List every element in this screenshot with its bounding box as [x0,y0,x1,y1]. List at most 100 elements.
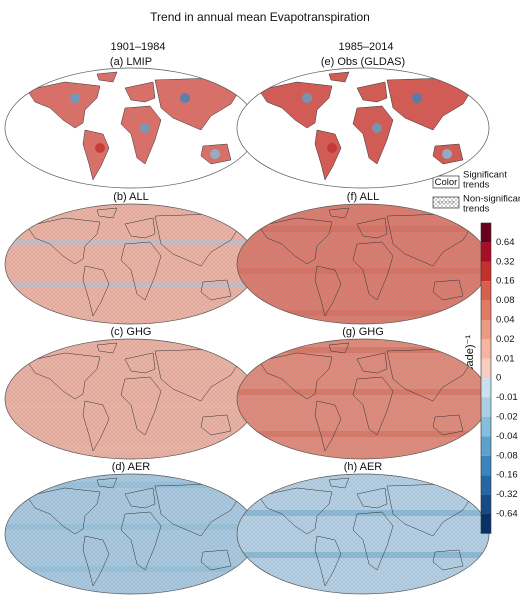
map [4,473,258,595]
trend-patch [442,149,452,159]
map [236,203,490,325]
continent [356,81,388,103]
continent [352,105,394,165]
continent [124,81,156,103]
colorbar-bin [481,358,491,379]
hatching [237,474,489,594]
hatching [237,339,489,459]
legend-color-text: Color [435,177,458,188]
continent [26,352,101,400]
colorbar-tick-label: -0.64 [496,509,518,520]
colorbar-tick-label: -0.08 [496,450,518,461]
continent [120,511,162,571]
map [236,338,490,460]
colorbar-tick-label: 0.02 [496,334,515,345]
trend-patch [140,123,150,133]
colorbar-tick-label: 0.01 [496,353,515,364]
colorbar-tick-label: -0.32 [496,489,518,500]
colorbar-bin [481,378,491,398]
trend-patch [327,143,337,153]
continent [120,241,162,301]
continent [352,241,394,301]
colorbar-bin [481,281,491,301]
legend-significant: trends [463,180,490,191]
continent [314,265,342,317]
map [4,338,258,460]
colorbar-tick-label: 0.08 [496,295,515,306]
colorbar-bin [481,261,491,282]
continent [96,342,118,354]
continent [328,477,350,489]
hatching [5,474,257,594]
continent [258,81,333,129]
continent [82,535,110,587]
colorbar-tick-label: 0.32 [496,256,515,267]
continent [258,487,333,535]
map-border [236,67,490,189]
continent [120,105,162,165]
colorbar-bin [481,514,491,534]
colorbar-bin [481,300,491,320]
continent [328,207,350,219]
colorbar-bin [481,397,491,417]
continent [26,217,101,265]
map [4,203,258,325]
map-content [258,71,474,181]
continent [96,207,118,219]
hatching [5,204,257,324]
map [236,473,490,595]
colorbar-tick-label: 0.64 [496,237,515,248]
continent [432,279,464,301]
legend-color-box [432,175,460,189]
continent [258,352,333,400]
colorbar-tick-label: 0 [496,373,501,384]
trend-patch [95,143,105,153]
panel-label: (h) AER [344,461,383,473]
trend-patch [372,123,382,133]
legend-nonsignificant: Non-significant [463,194,520,205]
continent [124,487,156,509]
colorbar-bin [481,455,491,476]
continent [96,477,118,489]
continent [82,129,110,181]
continent [356,487,388,509]
panel-label: (a) LMIP [110,56,152,68]
panel-label: (e) Obs (GLDAS) [321,56,405,68]
map [236,67,490,189]
continent [200,549,232,571]
continent [124,352,156,374]
map-content [5,204,257,324]
column-header: 1985–2014 [338,41,393,53]
trend-patch [210,149,220,159]
continent [328,71,350,83]
map-border [236,473,490,595]
map-content [5,474,257,594]
colorbar-bin [481,494,491,514]
legend-nonsignificant: trends [463,204,490,215]
continent [82,400,110,452]
continent [352,376,394,436]
colorbar-bin [481,436,491,456]
panel-label: (g) GHG [342,326,384,338]
hatching [237,204,489,324]
map [4,67,258,189]
colorbar-bin [481,242,491,262]
continent [352,511,394,571]
continent [258,217,333,265]
continent [432,414,464,436]
colorbar-tick-label: 0.16 [496,276,515,287]
map-content [237,339,489,459]
colorbar-tick-label: -0.01 [496,392,518,403]
colorbar-bin [481,223,491,243]
trend-patch [180,93,190,103]
colorbar-tick-label: -0.02 [496,412,518,423]
map-content [5,339,257,459]
column-header: 1901–1984 [110,41,165,53]
continent [314,129,342,181]
legend-hatch-text: ××××× [437,201,455,207]
trend-patch [302,93,312,103]
map-content [26,71,242,181]
continent [200,414,232,436]
